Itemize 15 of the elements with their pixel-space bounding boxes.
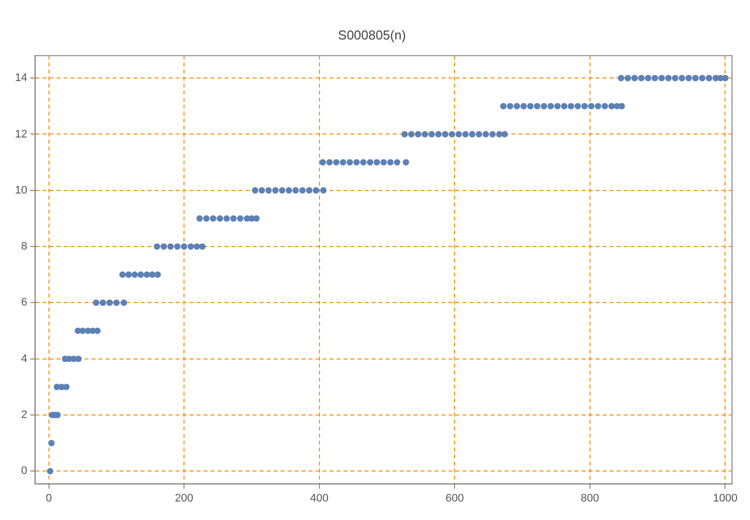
y-tick-label: 2	[21, 409, 28, 422]
x-tick-label: 600	[445, 492, 464, 504]
chart-title: S000805(n)	[338, 27, 406, 42]
x-tick-label: 0	[46, 492, 52, 504]
x-tick-label: 400	[310, 492, 329, 504]
y-tick-label: 14	[14, 72, 28, 84]
y-tick-label: 10	[14, 184, 28, 196]
y-tick-label: 0	[21, 465, 28, 478]
y-tick-label: 8	[21, 240, 28, 253]
y-tick-label: 6	[21, 296, 28, 309]
x-tick-label: 1000	[712, 492, 738, 504]
y-tick-label: 4	[21, 352, 28, 365]
y-tick-label: 12	[14, 128, 28, 140]
x-tick-label: 800	[580, 492, 600, 504]
x-tick-label: 200	[174, 492, 194, 504]
